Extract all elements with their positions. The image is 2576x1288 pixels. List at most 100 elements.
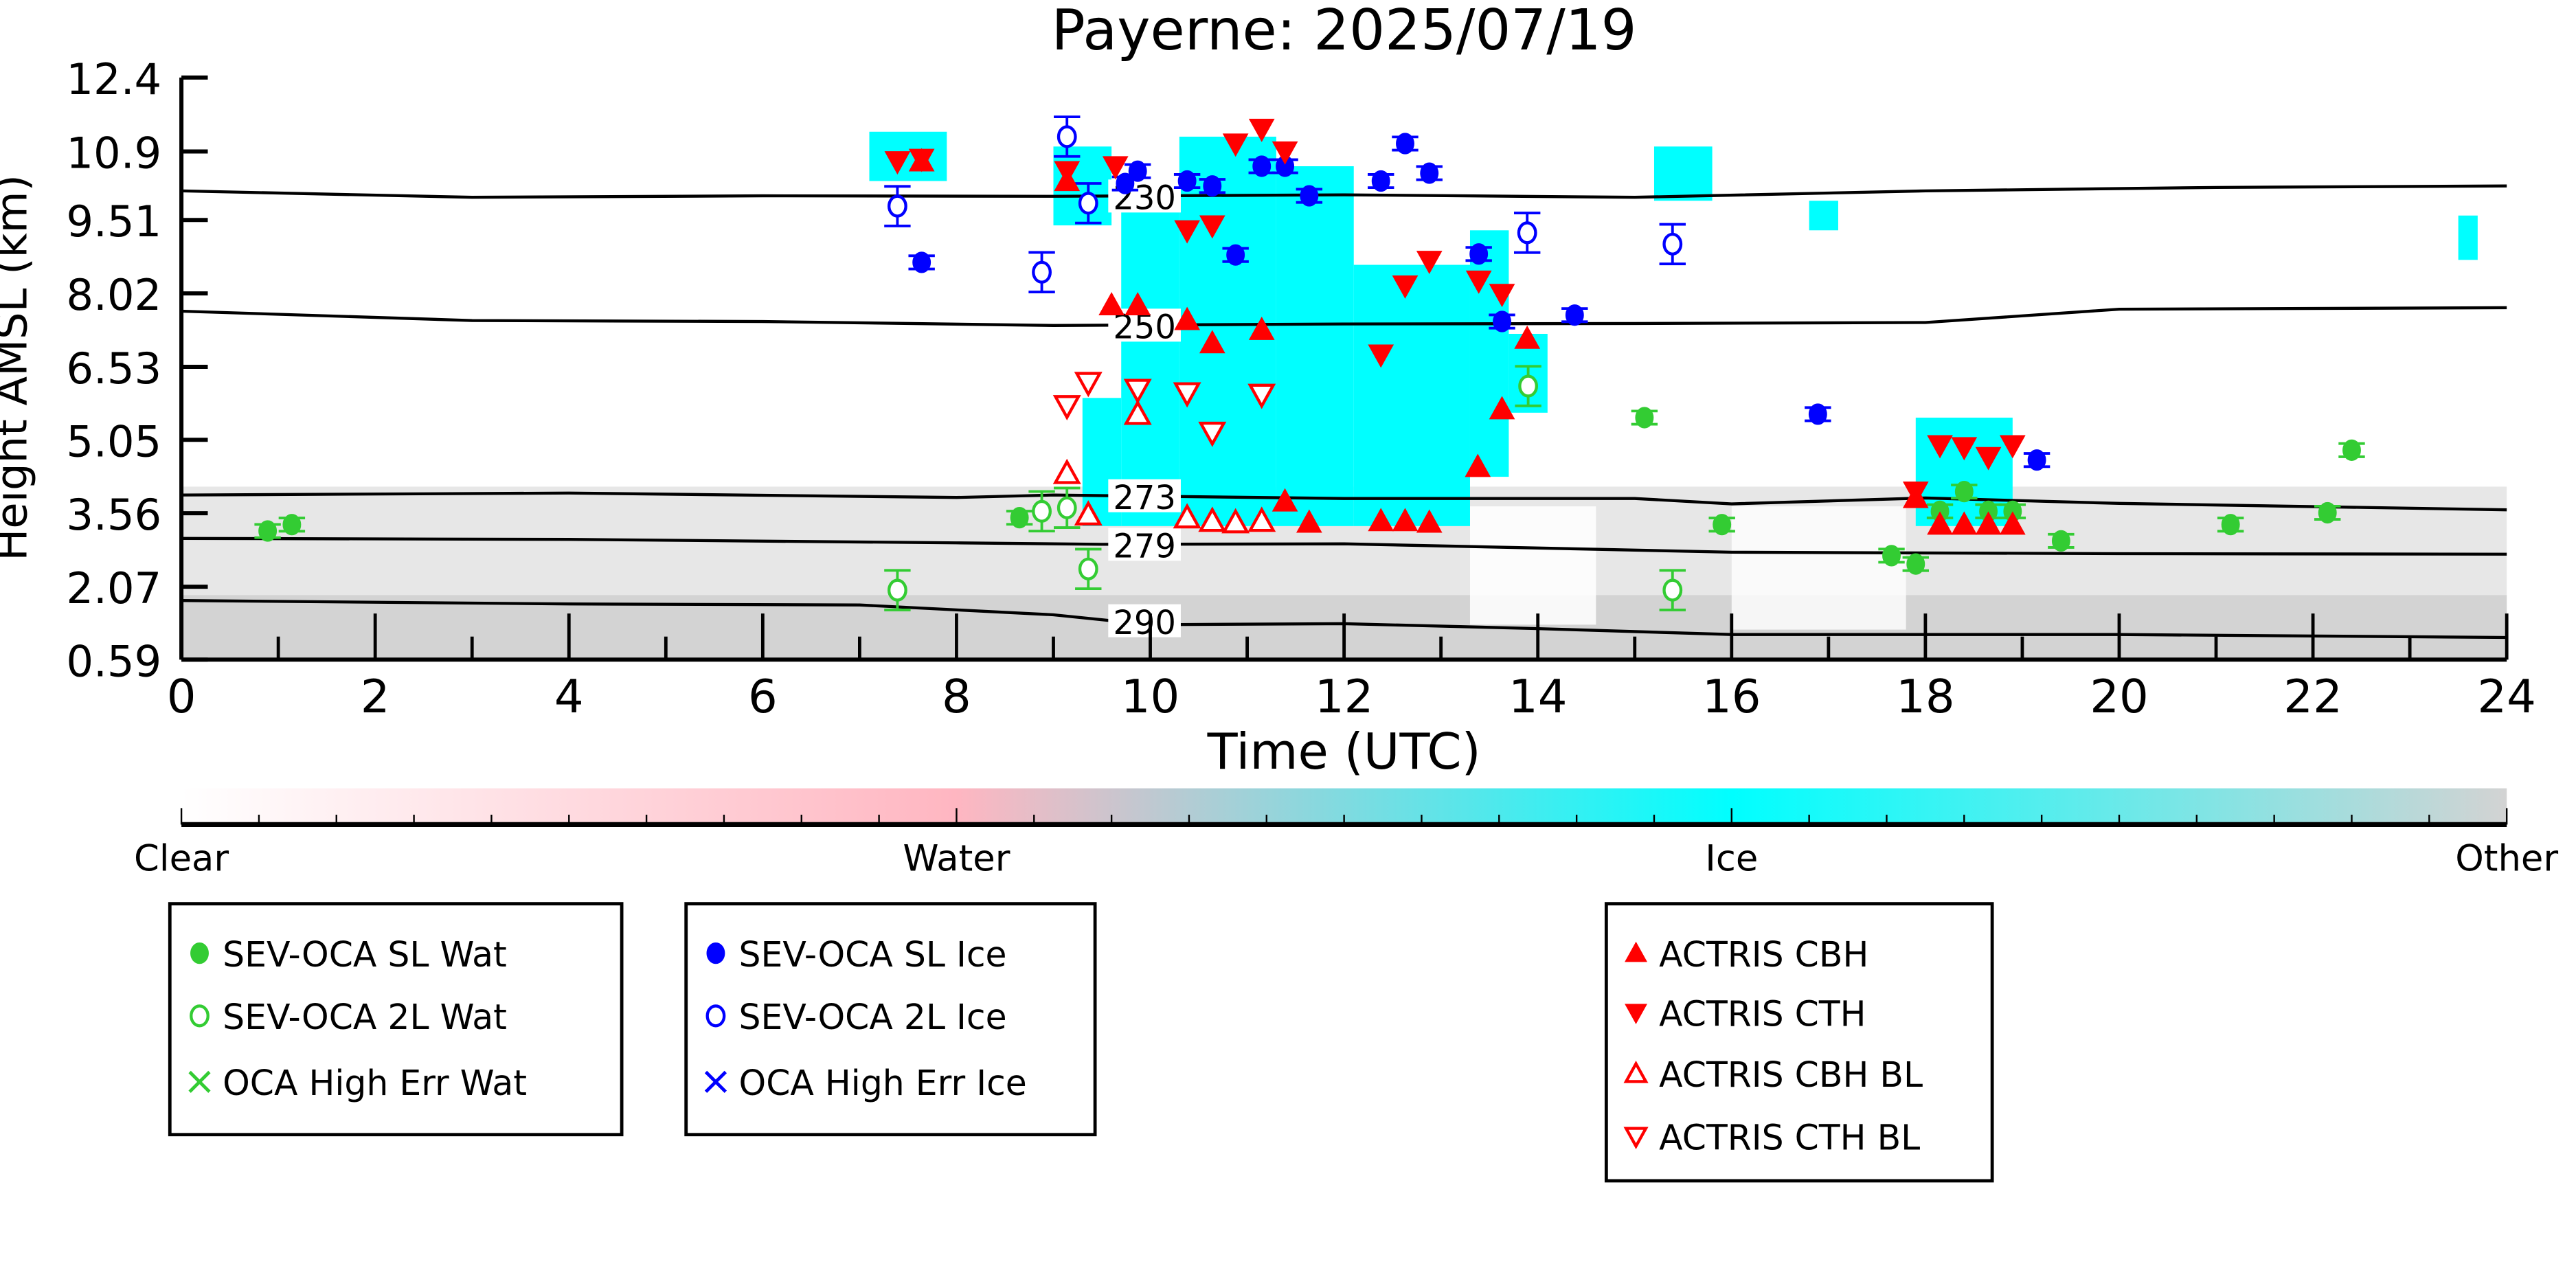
data-point (282, 514, 302, 536)
data-point (1951, 511, 1978, 535)
data-point (1368, 344, 1394, 368)
data-point (1098, 292, 1125, 316)
data-point (1396, 133, 1414, 155)
legend-frame (684, 902, 1097, 1137)
legend-item: SEV-OCA SL Wat (190, 934, 507, 975)
data-point (1125, 292, 1151, 316)
data-point (2221, 514, 2240, 536)
data-point (1102, 156, 1129, 180)
data-point (1032, 260, 1052, 284)
data-point (1565, 304, 1584, 326)
data-point (1368, 508, 1394, 532)
data-point (1057, 496, 1077, 519)
data-point (1032, 499, 1052, 523)
data-point (1808, 403, 1827, 425)
colorbar-label-other: Other (2455, 838, 2558, 880)
y-tick-label: 8.02 (66, 270, 161, 320)
ice-class-region (1809, 201, 1838, 231)
data-point (1927, 435, 1953, 459)
series-sev-oca-2l-wat (884, 365, 1686, 611)
isotherm-label: 279 (1113, 528, 1176, 566)
isotherm-279 (181, 536, 2507, 556)
data-point (1882, 545, 1901, 567)
x-tick-label: 22 (2283, 670, 2342, 723)
data-point (1221, 508, 1250, 534)
y-tick-label: 3.56 (66, 490, 161, 540)
data-point (1248, 118, 1275, 142)
legend-item: ACTRIS CBH (1625, 934, 1868, 975)
data-point (258, 520, 278, 542)
data-point (908, 148, 935, 172)
data-point (1975, 511, 2002, 535)
data-point (1489, 396, 1515, 420)
data-point (1057, 125, 1077, 148)
cloud-mask-background (181, 131, 2507, 660)
legend-marker-icon (1623, 1127, 1649, 1149)
ice-class-region (1653, 146, 1713, 201)
data-point (1392, 508, 1419, 532)
series-sev-oca-sl-ice (908, 133, 2050, 471)
data-point (1203, 175, 1222, 197)
y-tick-label: 6.53 (66, 343, 161, 394)
data-point (1074, 372, 1103, 398)
legend-label: ACTRIS CTH BL (1659, 1117, 1920, 1157)
legend-box-1: SEV-OCA SL Wat SEV-OCA 2L Wat OCA High Err… (168, 902, 624, 1137)
series-actris-cbh-bl (1052, 399, 1276, 534)
series-sev-oca-sl-wat (254, 407, 2365, 575)
legend-label: OCA High Err Ice (739, 1063, 1027, 1103)
ice-class-region (869, 131, 947, 181)
x-tick-label: 18 (1896, 670, 1955, 723)
isotherm-label-bg (1108, 604, 1181, 637)
legend-item: SEV-OCA 2L Ice (705, 997, 1007, 1037)
x-tick-label: 16 (1702, 670, 1761, 723)
legend-marker-icon (1625, 1004, 1648, 1024)
x-tick-label: 6 (748, 670, 778, 723)
data-point (1199, 330, 1225, 354)
legend-item: ACTRIS CTH (1625, 993, 1866, 1034)
data-point (1222, 133, 1249, 157)
x-tick-label: 4 (554, 670, 584, 723)
data-point (1635, 407, 1654, 429)
legend-item: ACTRIS CBH BL (1623, 1054, 1923, 1095)
data-point (912, 251, 931, 273)
data-point (1465, 270, 1492, 294)
colorbar: Clear Water Ice Other (134, 788, 2558, 880)
legend-label: ACTRIS CBH BL (1659, 1054, 1923, 1095)
data-point (2318, 501, 2337, 524)
data-point (2051, 530, 2070, 552)
data-point (1514, 325, 1541, 349)
data-point (1247, 506, 1276, 532)
isotherm-230 (181, 184, 2507, 199)
data-point (1247, 383, 1276, 409)
data-point (1902, 481, 1929, 505)
data-point (1128, 160, 1147, 182)
ice-class-region (1121, 181, 1179, 526)
ice-class-region (1915, 417, 2013, 526)
data-point (1662, 578, 1683, 602)
data-point (1392, 275, 1419, 299)
legends: SEV-OCA SL Wat SEV-OCA 2L Wat OCA High Err… (168, 902, 1994, 1183)
data-point (1252, 155, 1272, 177)
legend-marker-icon (188, 1070, 211, 1094)
data-point (1493, 310, 1511, 332)
legend-marker-icon (190, 942, 209, 964)
data-point (1927, 511, 1953, 535)
isotherm-label-bg (1108, 528, 1181, 561)
isotherm-label: 273 (1113, 479, 1176, 517)
legend-label: SEV-OCA SL Ice (739, 934, 1007, 975)
colorbar-label-ice: Ice (1705, 838, 1758, 880)
y-tick-label: 10.9 (66, 128, 161, 178)
legend-marker-icon (705, 1004, 726, 1028)
isotherm-273 (181, 491, 2507, 512)
x-tick-label: 24 (2477, 670, 2536, 723)
series-sev-oca-2l-ice (884, 115, 1686, 294)
data-point (1906, 553, 1925, 575)
data-point (1052, 395, 1081, 421)
data-point (1123, 399, 1152, 425)
data-point (1954, 481, 1974, 503)
data-point (1518, 374, 1539, 398)
data-point (1174, 306, 1200, 330)
legend-label: SEV-OCA 2L Ice (739, 997, 1007, 1037)
